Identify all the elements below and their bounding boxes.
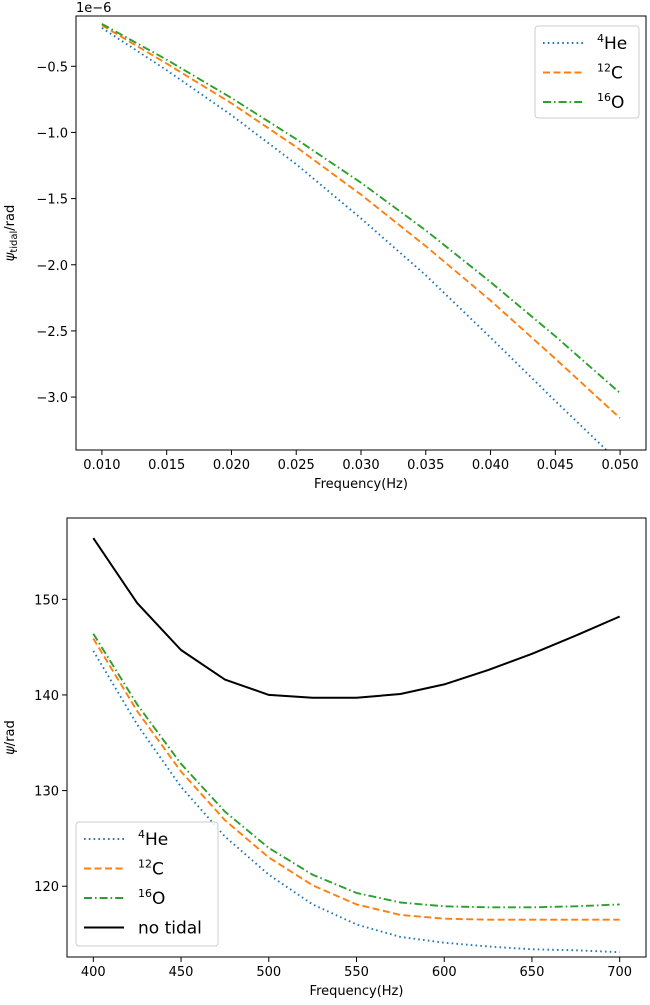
x-tick-label: 550 — [344, 965, 369, 980]
y-tick-label: 120 — [34, 880, 59, 895]
x-tick-label: 0.020 — [213, 458, 250, 473]
series-line-he — [101, 27, 608, 450]
x-tick-label: 0.030 — [342, 458, 379, 473]
offset-text: 1e−6 — [76, 1, 111, 16]
x-tick-label: 600 — [432, 965, 457, 980]
x-tick-label: 0.050 — [601, 458, 638, 473]
x-tick-label: 450 — [169, 965, 194, 980]
x-tick-label: 0.015 — [148, 458, 185, 473]
x-axis-label: Frequency(Hz) — [314, 477, 408, 492]
legend-label: 4He — [138, 828, 168, 850]
chart-1: 0.010 0.015 0.020 0.025 0.030 0.035 0.040 0.045… — [3, 1, 647, 492]
series-line-c — [101, 24, 621, 419]
x-tick-label: 0.025 — [278, 458, 315, 473]
x-tick-label: 500 — [256, 965, 281, 980]
x-tick-label: 700 — [607, 965, 632, 980]
y-axis-label: ψtidal/rad — [3, 205, 20, 261]
y-tick-label: −0.5 — [36, 60, 68, 75]
legend-label: 16O — [138, 887, 165, 909]
legend-box — [75, 821, 219, 947]
x-tick-label: 0.035 — [407, 458, 444, 473]
series-line-o — [101, 23, 621, 394]
legend-box — [534, 25, 640, 119]
x-axis-label: Frequency(Hz) — [310, 984, 404, 999]
x-tick-label: 0.040 — [472, 458, 509, 473]
y-axis-label: ψ/rad — [3, 720, 18, 755]
chart-2: 400 450 500 550 600 650 700 120 130 140 150 Frequen… — [3, 517, 647, 999]
x-tick-label: 0.045 — [537, 458, 574, 473]
x-tick-label: 0.010 — [83, 458, 120, 473]
legend-label: 4He — [597, 32, 627, 54]
legend-label: no tidal — [138, 919, 202, 939]
legend-label: 12C — [597, 62, 623, 84]
legend-label: 12C — [138, 858, 164, 880]
x-tick-label: 400 — [81, 965, 106, 980]
y-tick-label: 150 — [34, 593, 59, 608]
y-tick-label: −3.0 — [36, 391, 68, 406]
legend-label: 16O — [597, 91, 624, 113]
y-tick-label: −2.0 — [36, 259, 68, 274]
series-line-o — [92, 633, 620, 909]
series-line-no-tidal — [92, 537, 621, 699]
y-tick-label: −1.5 — [36, 193, 68, 208]
x-tick-label: 650 — [520, 965, 545, 980]
y-tick-label: −2.5 — [36, 325, 68, 340]
y-tick-label: 130 — [34, 785, 59, 800]
y-tick-label: −1.0 — [36, 126, 68, 141]
y-tick-label: 140 — [34, 689, 59, 704]
series-line-c — [92, 638, 620, 921]
